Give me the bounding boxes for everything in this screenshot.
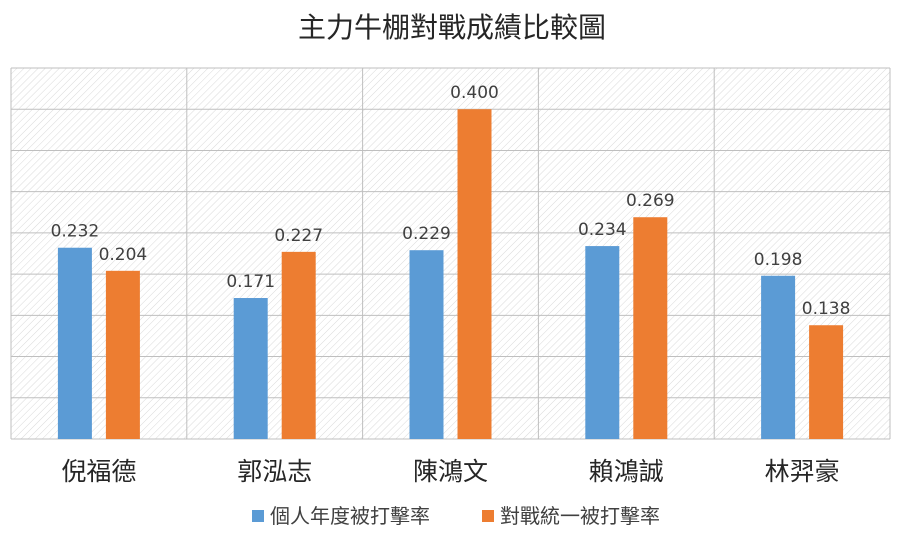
- chart-title: 主力牛棚對戰成績比較圖: [298, 11, 606, 44]
- data-label: 0.198: [754, 250, 803, 270]
- legend-label: 個人年度被打擊率: [270, 504, 430, 528]
- bars: [57, 109, 844, 439]
- bar-2-3: [457, 109, 492, 439]
- x-tick-label: 賴鴻誠: [589, 457, 664, 486]
- data-label: 0.227: [274, 226, 323, 246]
- data-label: 0.171: [226, 272, 275, 292]
- bar-1-2: [233, 298, 268, 439]
- data-label: 0.269: [626, 191, 675, 211]
- bar-1-5: [761, 275, 796, 439]
- legend-swatch: [252, 510, 264, 522]
- bar-2-4: [633, 217, 668, 439]
- legend-swatch: [482, 510, 494, 522]
- legend-label: 對戰統一被打擊率: [500, 504, 660, 528]
- data-label: 0.204: [99, 245, 148, 265]
- bar-1-1: [57, 247, 92, 439]
- x-tick-label: 林羿豪: [765, 457, 840, 486]
- bar-2-2: [281, 251, 316, 439]
- plot-area: [11, 68, 890, 439]
- data-label: 0.234: [578, 220, 627, 240]
- legend: 個人年度被打擊率 對戰統一被打擊率: [252, 504, 660, 528]
- data-label: 0.400: [450, 83, 499, 103]
- data-label: 0.229: [402, 224, 451, 244]
- gridlines: [10, 67, 891, 440]
- x-tick-label: 郭泓志: [237, 457, 312, 486]
- bar-1-3: [409, 250, 444, 439]
- data-label: 0.138: [802, 299, 851, 319]
- bar-2-5: [809, 325, 844, 439]
- x-tick-label: 陳鴻文: [413, 457, 488, 486]
- bar-1-4: [585, 246, 620, 439]
- x-tick-label: 倪福德: [61, 457, 136, 486]
- bar-2-1: [105, 270, 140, 439]
- x-tick-labels: 倪福德 郭泓志 陳鴻文 賴鴻誠 林羿豪: [61, 457, 839, 486]
- data-label: 0.232: [51, 222, 100, 242]
- data-labels: 0.232 0.204 0.171 0.227 0.229 0.400 0.234 0.269…: [51, 83, 851, 319]
